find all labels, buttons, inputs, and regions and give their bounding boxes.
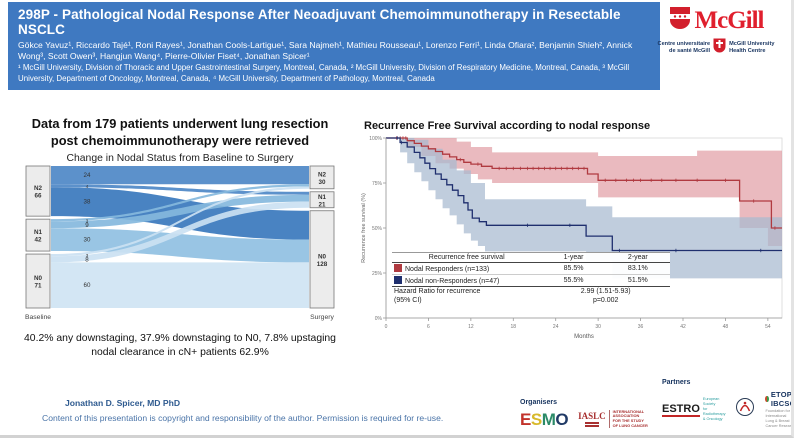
km-inset-table: Recurrence free survival 1-year 2-year N…: [392, 252, 670, 305]
svg-text:4: 4: [86, 184, 89, 189]
nonresponders-swatch: [394, 276, 402, 284]
muhc-en-line1: McGill University: [729, 41, 775, 48]
poster-title: 298P - Pathological Nodal Response After…: [18, 7, 621, 37]
svg-text:N2: N2: [34, 185, 43, 192]
km-censor-marks-1: [395, 136, 763, 253]
etop-ibcsg-logo: ETOP-IBCSG Foundation for International …: [765, 390, 794, 429]
svg-text:66: 66: [34, 193, 42, 200]
svg-text:3: 3: [86, 219, 89, 224]
svg-text:12: 12: [468, 324, 474, 330]
mcgill-crest-icon: [669, 6, 691, 35]
km-chart: 0 6 12 18 24 30 36 42 48 54 0% 25% 50% 75% 100% Months R…: [361, 136, 783, 340]
sankey-title: Change in Nodal Status from Baseline to …: [66, 153, 294, 165]
partner-circle-logo: [735, 397, 755, 422]
km-censor-marks-0: [394, 136, 777, 230]
km-ci-band-0: [386, 138, 782, 246]
iaslc-flag-icon: [584, 421, 599, 427]
estro-logo: ESTRO European Society for Radiotherapy …: [662, 397, 726, 422]
svg-text:8: 8: [85, 257, 89, 264]
iaslc-logo: IASLC INTERNATIONAL ASSOCIATION FOR THE …: [578, 408, 648, 429]
partners-block: Partners ESTRO European Society for Radi…: [662, 379, 791, 429]
etop-dot-icon: [765, 396, 769, 403]
footer-presenter-block: Jonathan D. Spicer, MD PhD Content of th…: [42, 398, 443, 423]
partners-label: Partners: [662, 379, 691, 387]
nodal-status-panel: Data from 179 patients underwent lung re…: [4, 116, 356, 360]
svg-text:42: 42: [680, 324, 686, 330]
author-list: Gökce Yavuz¹, Riccardo Tajé¹, Roni Rayes…: [18, 40, 633, 62]
presenter-name: Jonathan D. Spicer, MD PhD: [65, 398, 181, 408]
km-title: Recurrence Free Survival according to no…: [364, 120, 651, 132]
esmo-logo: ESMO: [520, 409, 569, 429]
km-table-pvalue-row: (95% CI) p=0.002: [394, 297, 619, 304]
muhc-en-line2: Health Centre: [729, 48, 766, 54]
km-table-hr-row: Hazard Ratio for recurrence 2.99 (1.51-5…: [394, 288, 631, 295]
svg-text:6: 6: [427, 324, 430, 330]
svg-text:0%: 0%: [375, 316, 383, 322]
organisers-label: Organisers: [520, 398, 557, 406]
svg-text:9: 9: [85, 222, 89, 229]
responders-swatch: [394, 264, 402, 272]
iaslc-divider: [608, 410, 610, 429]
svg-text:54: 54: [765, 324, 771, 330]
svg-text:3: 3: [86, 253, 89, 258]
km-ci-band-1: [386, 138, 782, 279]
svg-text:N1: N1: [318, 194, 327, 201]
muhc-logo: Centre universitaire de santé McGill McG…: [645, 38, 787, 58]
svg-text:24: 24: [553, 324, 559, 330]
svg-text:42: 42: [34, 237, 42, 244]
svg-text:60: 60: [84, 282, 91, 289]
svg-text:N0: N0: [34, 275, 43, 282]
svg-text:30: 30: [318, 179, 326, 186]
km-table-row-responders: Nodal Responders (n=133) 85.5% 83.1%: [392, 262, 670, 275]
svg-text:38: 38: [84, 199, 91, 206]
svg-text:0: 0: [385, 324, 388, 330]
km-table-row-nonresponders: Nodal non-Responders (n=47) 55.5% 51.5%: [392, 274, 670, 287]
mcgill-logo-block: McGill Centre universitaire de santé McG…: [645, 6, 787, 58]
sankey-flows: [51, 166, 309, 309]
km-x-axis-label: Months: [574, 334, 594, 340]
svg-text:48: 48: [723, 324, 729, 330]
caption-line1: 40.2% any downstaging, 37.9% downstaging…: [24, 333, 336, 345]
svg-text:75%: 75%: [372, 181, 383, 187]
copyright-notice: Content of this presentation is copyrigh…: [42, 413, 444, 423]
downstaging-caption: 40.2% any downstaging, 37.9% downstaging…: [4, 332, 356, 360]
svg-text:N2: N2: [318, 172, 327, 179]
left-panel-heading: Data from 179 patients underwent lung re…: [31, 116, 329, 148]
svg-text:N1: N1: [34, 229, 43, 236]
svg-text:71: 71: [34, 283, 42, 290]
rfs-panel: Recurrence Free Survival according to no…: [356, 120, 791, 351]
responders-label: Nodal Responders (n=133): [405, 266, 490, 273]
svg-text:36: 36: [638, 324, 644, 330]
km-y-axis-label: Recurrence free survival (%): [361, 193, 367, 263]
sankey-left-axis-label: Baseline: [25, 314, 51, 321]
svg-text:21: 21: [318, 202, 326, 209]
svg-text:128: 128: [317, 261, 328, 268]
mcgill-wordmark: McGill: [694, 7, 765, 34]
svg-text:30: 30: [595, 324, 601, 330]
svg-text:18: 18: [511, 324, 517, 330]
svg-text:30: 30: [84, 237, 91, 244]
nonresponders-label: Nodal non-Responders (n=47): [405, 278, 500, 285]
affiliation-list: ¹ McGill University, Division of Thoraci…: [18, 63, 630, 83]
svg-text:50%: 50%: [372, 226, 383, 232]
organisers-block: Organisers ESMO IASLC INTERNATIONAL ASSO…: [520, 399, 652, 430]
muhc-fr-line2: de santé McGill: [669, 48, 711, 54]
header-banner: 298P - Pathological Nodal Response After…: [8, 2, 660, 90]
muhc-fr-line1: Centre universitaire: [657, 41, 711, 48]
sankey-right-axis-label: Surgery: [310, 314, 334, 321]
sankey-chart: 2443839303860N266N142N071N230N121N0128Ba…: [25, 165, 335, 321]
svg-text:24: 24: [84, 172, 91, 179]
muhc-shield-icon: [713, 38, 726, 58]
caption-line2: nodal clearance in cN+ patients 62.9%: [91, 347, 269, 359]
svg-text:N0: N0: [318, 254, 327, 261]
km-curve-1: [386, 137, 782, 252]
svg-text:100%: 100%: [369, 136, 382, 142]
svg-text:25%: 25%: [372, 271, 383, 277]
km-table-header: Recurrence free survival 1-year 2-year: [392, 252, 670, 263]
